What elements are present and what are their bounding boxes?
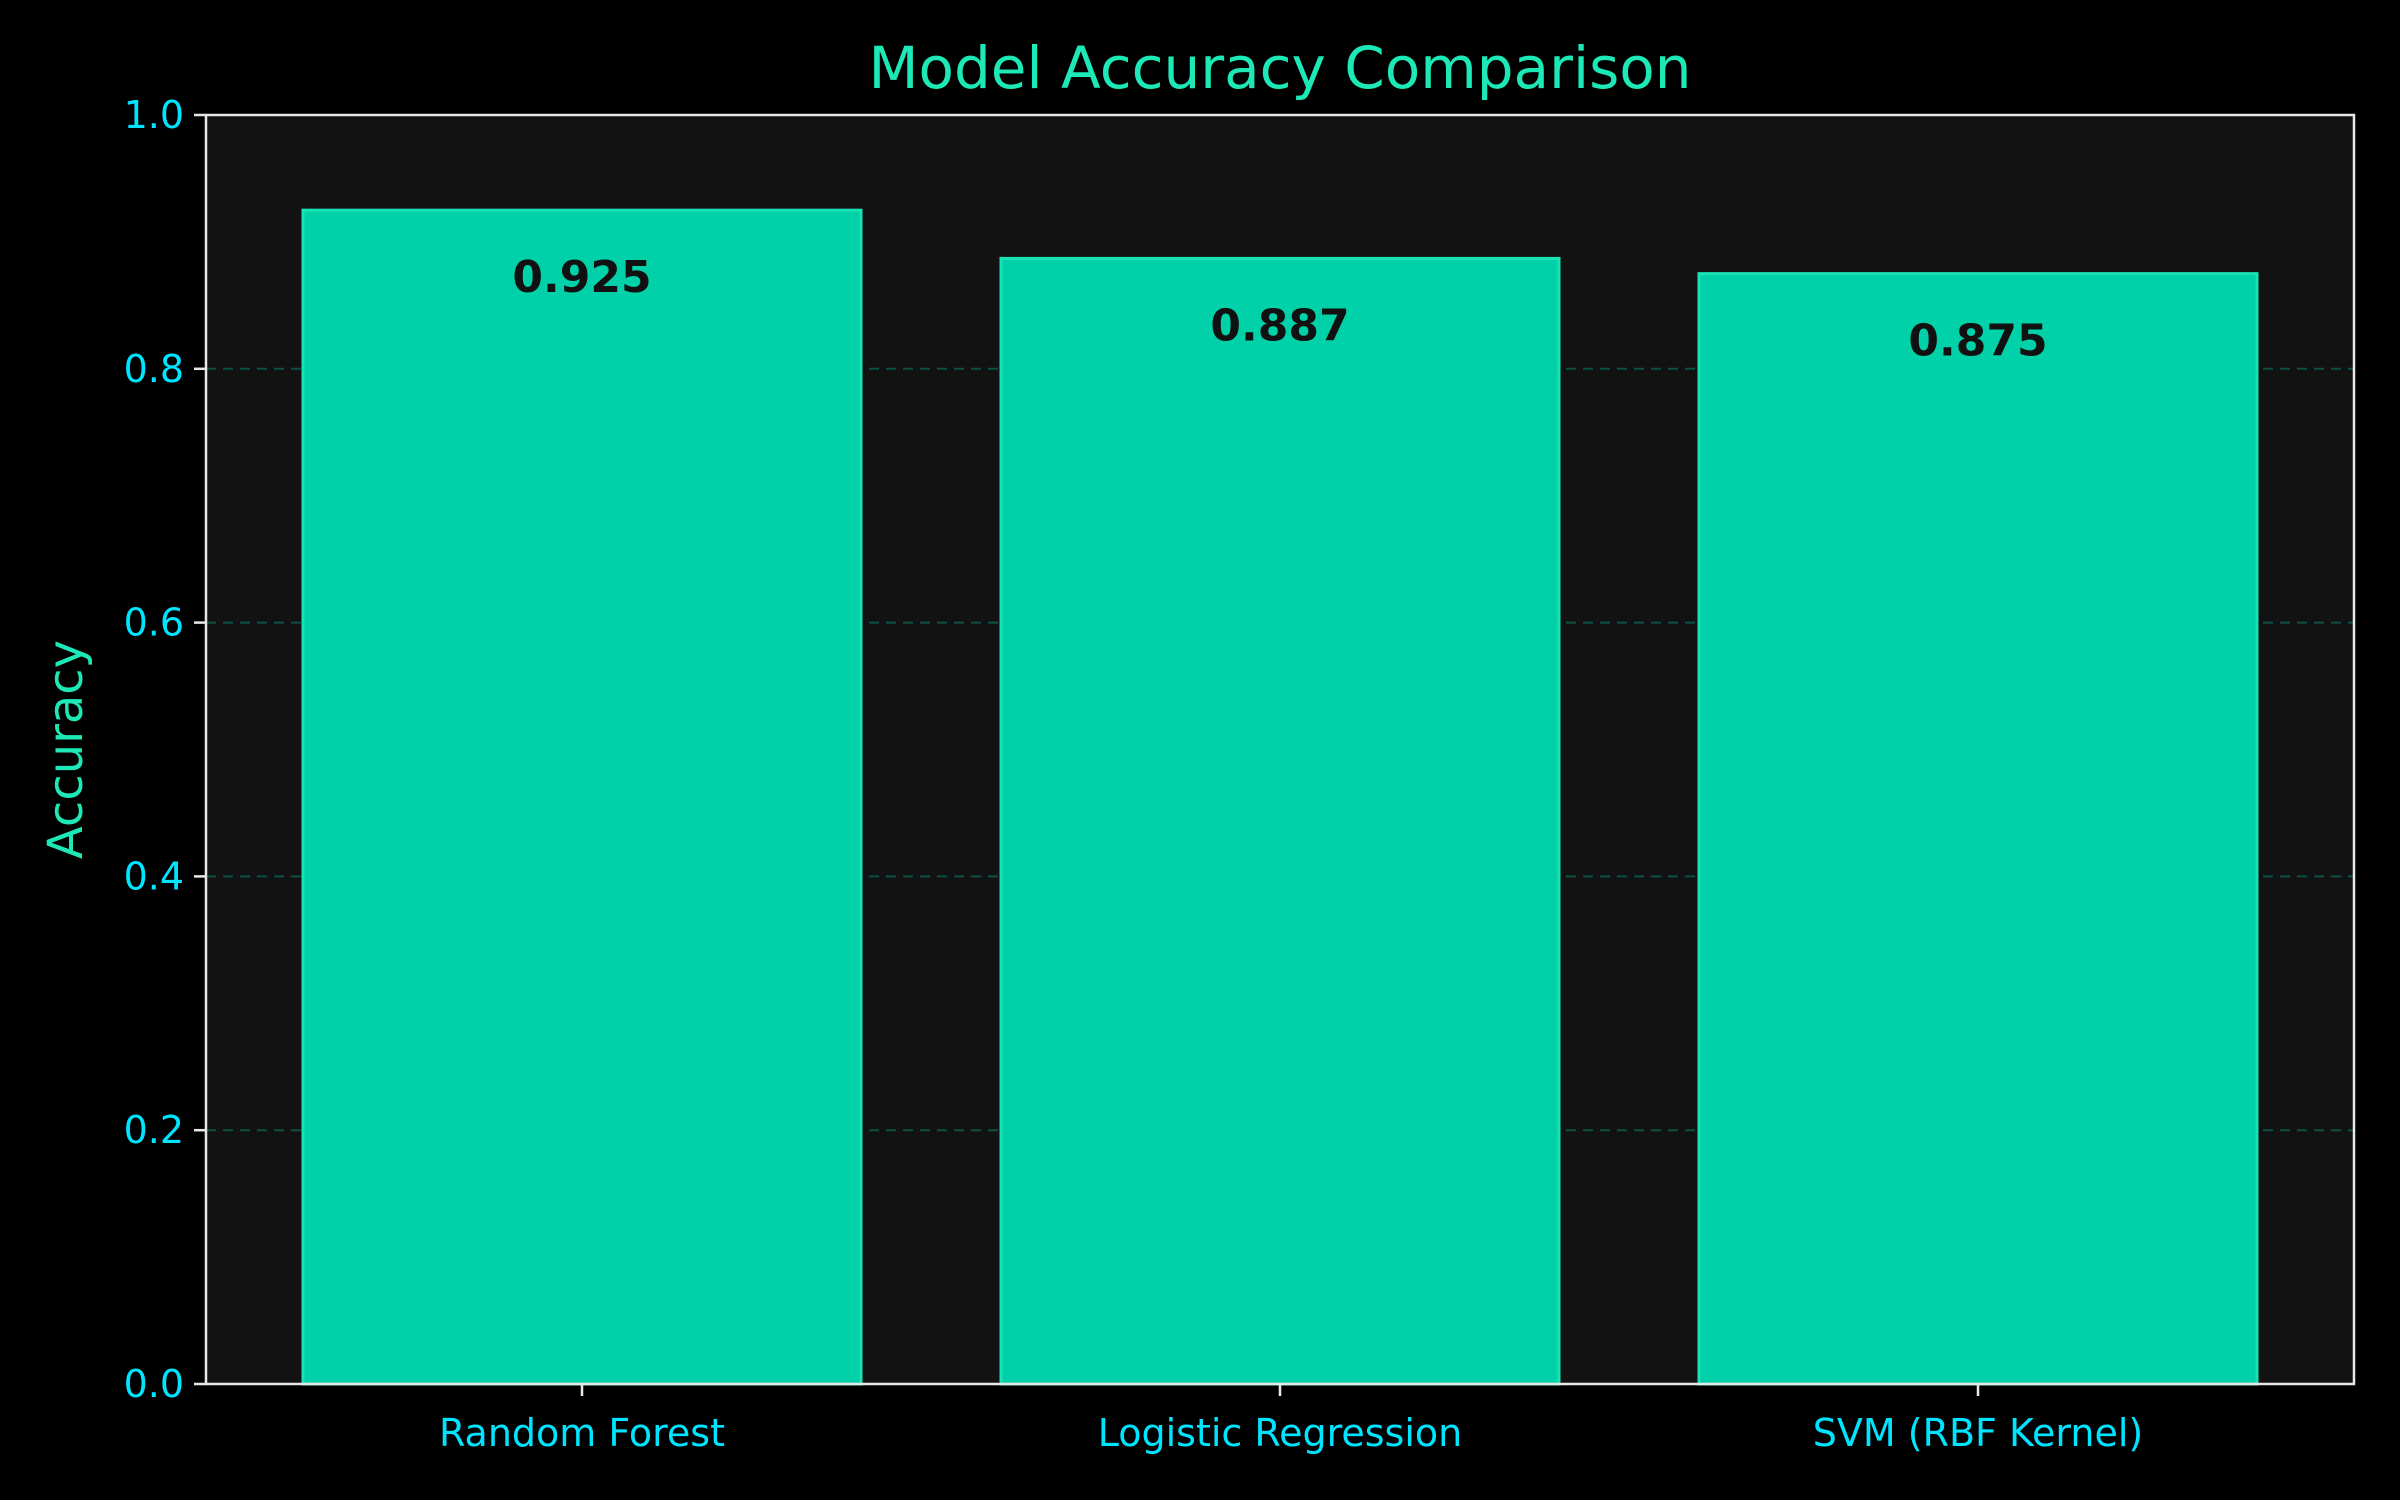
- chart-title: Model Accuracy Comparison: [868, 34, 1691, 102]
- y-tick-label-3: 0.6: [124, 601, 184, 645]
- y-tick-label-0: 0.0: [124, 1362, 184, 1406]
- x-tick-label-1: Logistic Regression: [1098, 1411, 1463, 1455]
- bar-2: [1697, 272, 2259, 1386]
- x-axis-ticks: Random Forest Logistic Regression SVM (RBF…: [439, 1384, 2143, 1455]
- y-axis-label: Accuracy: [38, 640, 94, 859]
- x-tick-label-2: SVM (RBF Kernel): [1813, 1411, 2143, 1455]
- y-tick-label-5: 1.0: [124, 93, 184, 137]
- x-tick-label-0: Random Forest: [439, 1411, 725, 1455]
- bars: [301, 208, 2259, 1386]
- y-axis-ticks: 0.0 0.2 0.4 0.6 0.8 1.0: [124, 93, 206, 1406]
- bar-0: [301, 208, 863, 1386]
- y-tick-label-4: 0.8: [124, 347, 184, 391]
- bar-1: [999, 256, 1561, 1386]
- bar-value-label-1: 0.887: [1210, 300, 1349, 351]
- bar-value-label-2: 0.875: [1908, 316, 2047, 367]
- y-tick-label-1: 0.2: [124, 1108, 184, 1152]
- bar-value-labels: 0.925 0.887 0.875: [512, 252, 2047, 366]
- bar-value-label-0: 0.925: [512, 252, 651, 303]
- y-tick-label-2: 0.4: [124, 854, 184, 898]
